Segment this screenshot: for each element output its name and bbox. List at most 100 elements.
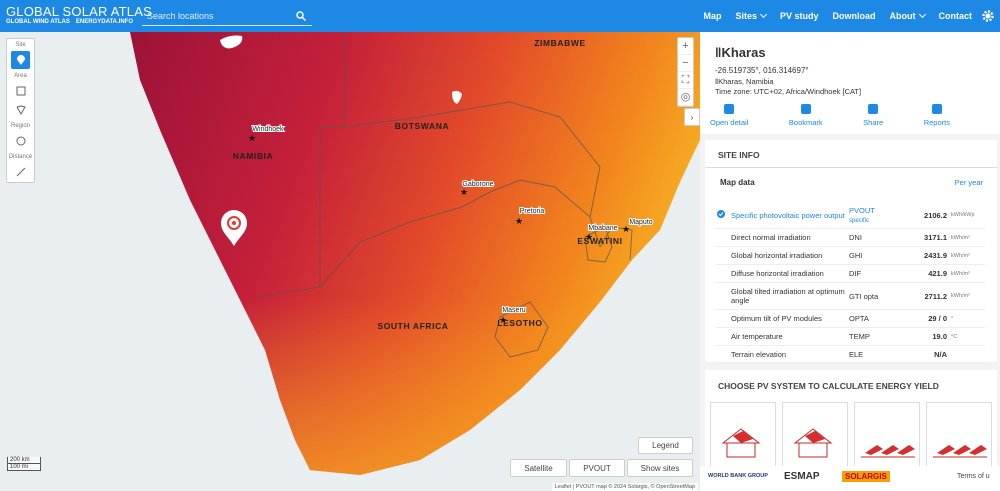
footer-logo[interactable]: WORLD BANK GROUP [708,473,768,479]
place: ǁKharas, Namibia [715,77,774,86]
nav-item[interactable]: Sites [735,11,766,21]
action[interactable]: Bookmark [789,104,823,127]
row-label: Specific photovoltaic power output [729,202,847,229]
city-star: ★ [585,232,593,242]
data-row: Diffuse horizontal irradiation DIF 421.9 kW… [715,264,985,283]
abbr: GHI [849,251,863,260]
row-unit: °C [949,327,985,346]
action-label: Bookmark [788,118,823,127]
country-label: SOUTH AFRICA [377,321,448,331]
pv-option[interactable] [854,402,920,472]
tool-label: Area [14,73,27,79]
nav-item[interactable]: Map [703,11,722,21]
row-label: Global tilted irradiation at optimum ang… [729,282,847,310]
locate[interactable]: ◎ [678,89,693,106]
area-tool[interactable] [11,82,30,100]
row-abbr: ELE [847,345,899,364]
abbr: OPTA [849,314,869,323]
row-abbr: TEMP [847,327,899,346]
panel-toggle[interactable]: › [684,108,700,126]
logo[interactable]: GLOBAL SOLAR ATLAS [6,4,152,19]
action[interactable]: Open detail [710,104,748,127]
row-unit: kWh/m² [949,264,985,283]
region-tool[interactable] [11,132,30,150]
footer: WORLD BANK GROUP ESMAP SOLARGIS Terms of… [700,466,1000,491]
row-label: Direct normal irradiation [729,228,847,247]
tool-label: Distance [8,154,33,160]
map[interactable]: ZIMBABWE ★ Windhoek NAMIBIA BOTSWANA ★ Gaboron… [0,32,700,491]
legend-button[interactable]: Legend [638,437,693,454]
data-row: Optimum tilt of PV modules OPTA 29 / 0 ° [715,309,985,328]
row-abbr: DNI [847,228,899,247]
attribution: Leaflet | PVOUT map © 2024 Solargis, © O… [551,483,698,491]
show-sites-button[interactable]: Show sites [627,459,693,477]
zoom-out[interactable]: − [678,55,693,72]
row-value: 2431.9 [899,246,949,265]
row-check [715,264,729,283]
zoom-control: + − ⛶ ◎ [677,37,694,107]
pv-option[interactable] [926,402,992,472]
data-row: Air temperature TEMP 19.0 °C [715,327,985,346]
polygon-tool[interactable] [11,101,30,119]
nav-item[interactable]: About [890,11,925,21]
search[interactable]: Search locations [142,6,312,26]
search-placeholder: Search locations [147,11,214,21]
footer-logo[interactable]: ESMAP [784,471,820,482]
country-label: BOTSWANA [395,121,449,131]
nav-item[interactable]: Contact [938,11,973,21]
header: GLOBAL SOLAR ATLAS GLOBAL WIND ATLAS ENER… [0,0,1000,32]
row-unit: kWh/m² [949,246,985,265]
city-star: ★ [248,133,256,143]
row-label: Diffuse horizontal irradiation [729,264,847,283]
pv-icon [793,428,833,458]
row-label: Air temperature [729,327,847,346]
row-unit: kWh/kWp [949,202,985,229]
site-tool[interactable] [11,51,30,69]
land-shade [130,32,700,475]
fullscreen[interactable]: ⛶ [678,72,693,89]
row-value: 19.0 [899,327,949,346]
abbr: DIF [849,269,862,278]
row-abbr: GTI opta [847,282,899,310]
settings-icon[interactable] [982,10,994,22]
link[interactable]: ENERGYDATA.INFO [75,19,134,25]
site-marker[interactable] [221,210,247,246]
row-check [715,309,729,328]
map-data-title: Map data [720,178,755,187]
unit: kWh/m² [951,252,970,259]
footer-logo[interactable]: SOLARGIS [842,471,890,482]
row-abbr: DIF [847,264,899,283]
link[interactable]: GLOBAL WIND ATLAS [6,19,70,25]
action[interactable]: Share [863,104,883,127]
nav-item[interactable]: Download [832,11,876,21]
pv-option[interactable] [782,402,848,472]
row-unit: ° [949,309,985,328]
section-title[interactable]: SITE INFO [718,150,760,160]
actions: Open detail Bookmark Share Reports [710,104,950,127]
row-value: 421.9 [899,264,949,283]
scale-km: 200 km [7,457,41,464]
layer-button[interactable]: PVOUT [569,459,625,477]
zoom-in[interactable]: + [678,38,693,55]
distance-tool[interactable] [11,163,30,181]
row-check [715,327,729,346]
satellite-button[interactable]: Satellite [510,459,567,477]
row-value: 29 / 0 [899,309,949,328]
terms-link[interactable]: Terms of u [957,473,990,480]
pv-option[interactable] [710,402,776,472]
action[interactable]: Reports [924,104,950,127]
unit: kWh/m² [951,293,970,299]
nav-item[interactable]: PV study [779,11,819,21]
row-value: 2106.2 [899,202,949,229]
row-label: Global horizontal irradiation [729,246,847,265]
period-select[interactable]: Per year [954,178,983,187]
location-card: ǁKharas -26.519735°, 016.314697° ǁKharas… [700,32,1000,134]
data-row: Terrain elevation ELE N/A [715,345,985,364]
row-abbr: PVOUT specific [847,202,899,229]
unit: ° [951,315,954,322]
side-panel: ǁKharas -26.519735°, 016.314697° ǁKharas… [700,32,1000,491]
site-info-card: SITE INFO Map data Per year Specific pho… [705,140,997,364]
row-label: Terrain elevation [729,345,847,364]
scale-bar: 200 km 100 mi [7,457,41,471]
